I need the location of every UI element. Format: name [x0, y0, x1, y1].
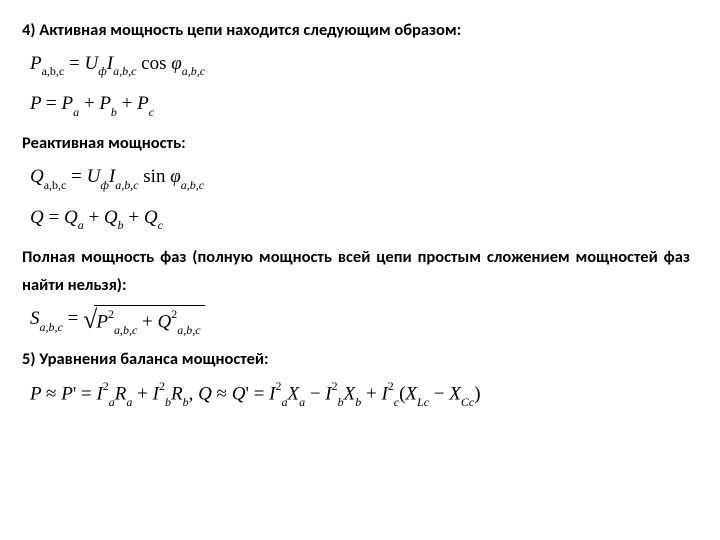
full-power-prefix: Sa,b,c =	[30, 308, 83, 329]
section4-title: 4) Активная мощность цепи находится след…	[22, 18, 690, 44]
sqrt-body: P2a,b,c + Q2a,b,c	[94, 305, 204, 335]
sqrt-expression: √P2a,b,c + Q2a,b,c	[83, 305, 205, 335]
sqrt-sign: √	[83, 307, 97, 337]
reactive-power-phase-formula: Qa,b,c = UфIa,b,c sin φa,b,c	[30, 163, 690, 192]
section5-title: 5) Уравнения баланса мощностей:	[22, 347, 690, 373]
full-power-formula: Sa,b,c = √P2a,b,c + Q2a,b,c	[30, 305, 690, 335]
reactive-power-total-formula: Q = Qa + Qb + Qc	[30, 204, 690, 233]
balance-equations-formula: P ≈ P' = I2aRa + I2bRb, Q ≈ Q' = I2aXa −…	[30, 379, 690, 409]
reactive-title: Реактивная мощность:	[22, 131, 690, 157]
active-power-phase-formula: Pa,b,c = UфIa,b,c cos φa,b,c	[30, 50, 690, 79]
active-power-total-formula: P = Pa + Pb + Pc	[30, 90, 690, 119]
full-power-title: Полная мощность фаз (полную мощность все…	[22, 244, 690, 298]
